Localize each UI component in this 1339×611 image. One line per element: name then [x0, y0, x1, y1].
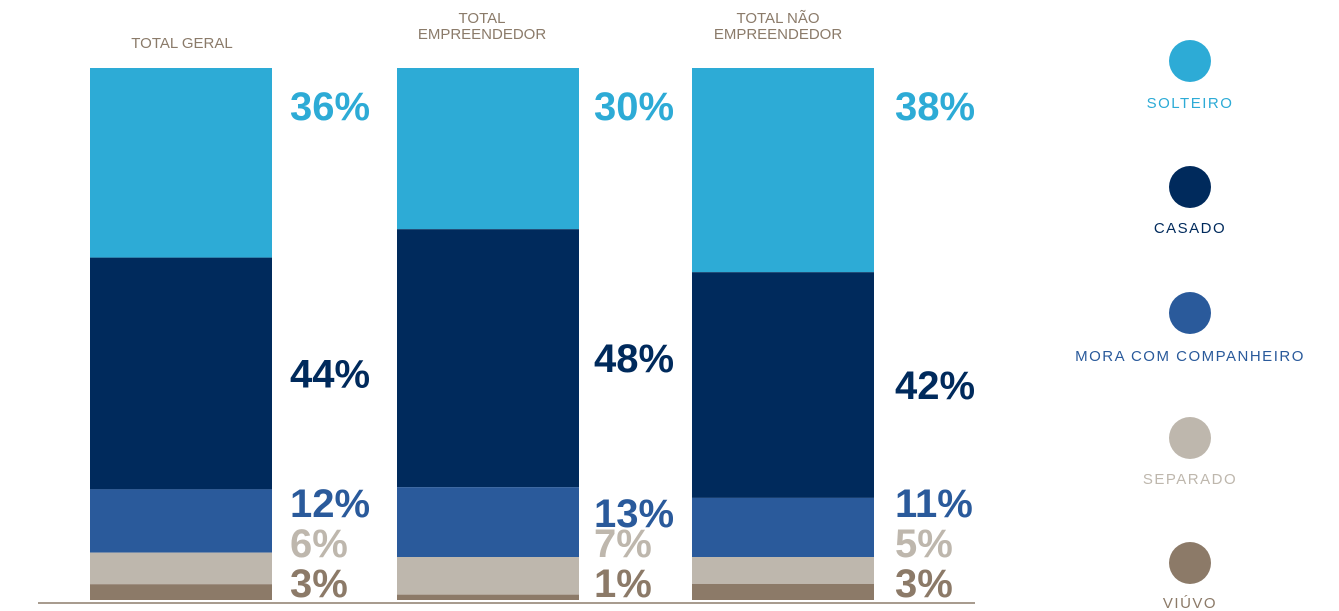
- bar-total-geral-mora-com-companheiro: [90, 489, 272, 553]
- legend-label-solteiro: SOLTEIRO: [1147, 95, 1234, 112]
- bar-total-empreendedor-viuvo: [397, 594, 579, 600]
- value-label-total-nao-empreendedor-viuvo: 3%: [895, 562, 953, 606]
- legend-swatch-casado: [1169, 166, 1211, 208]
- value-label-total-empreendedor-viuvo: 1%: [594, 562, 652, 606]
- value-label-total-empreendedor-mora-com-companheiro: 13%: [594, 492, 674, 536]
- legend-label-separado: SEPARADO: [1143, 471, 1237, 488]
- bar-total-empreendedor-mora-com-companheiro: [397, 487, 579, 558]
- legend-swatch-viuvo: [1169, 542, 1211, 584]
- category-label-total-nao-empreendedor: TOTAL NÃO EMPREENDEDOR: [714, 10, 843, 43]
- value-labels-group: 36%44%12%6%3%30%48%13%7%1%38%42%11%5%3%: [290, 85, 975, 606]
- legend: SOLTEIRO CASADO MORA COM COMPANHEIRO SEPARA…: [1075, 40, 1305, 611]
- bar-total-geral-separado: [90, 552, 272, 585]
- value-label-total-geral-mora-com-companheiro: 12%: [290, 482, 370, 526]
- bar-total-nao-empreendedor-casado: [692, 272, 874, 498]
- value-label-total-nao-empreendedor-solteiro: 38%: [895, 85, 975, 129]
- value-label-total-geral-separado: 6%: [290, 522, 348, 566]
- value-label-total-empreendedor-solteiro: 30%: [594, 85, 674, 129]
- value-label-total-nao-empreendedor-casado: 42%: [895, 364, 975, 408]
- legend-label-casado: CASADO: [1154, 220, 1226, 237]
- legend-label-mora-com-companheiro: MORA COM COMPANHEIRO: [1075, 348, 1305, 365]
- bar-total-nao-empreendedor-solteiro: [692, 68, 874, 273]
- value-label-total-nao-empreendedor-separado: 5%: [895, 522, 953, 566]
- legend-swatch-separado: [1169, 417, 1211, 459]
- bar-total-geral-viuvo: [90, 584, 272, 600]
- bars-group: [90, 68, 874, 600]
- value-label-total-nao-empreendedor-mora-com-companheiro: 11%: [895, 482, 973, 526]
- bar-total-empreendedor-casado: [397, 229, 579, 488]
- category-labels-group: TOTAL GERAL TOTAL EMPREENDEDOR TOTAL NÃO EMP…: [131, 10, 842, 52]
- bar-total-empreendedor-separado: [397, 557, 579, 595]
- legend-swatch-mora-com-companheiro: [1169, 292, 1211, 334]
- value-label-total-empreendedor-separado: 7%: [594, 522, 652, 566]
- value-label-total-geral-solteiro: 36%: [290, 85, 370, 129]
- value-label-total-geral-viuvo: 3%: [290, 562, 348, 606]
- value-label-total-geral-casado: 44%: [290, 353, 370, 397]
- value-label-total-empreendedor-casado: 48%: [594, 337, 674, 381]
- legend-label-viuvo: VIÚVO: [1163, 595, 1217, 611]
- bar-total-empreendedor-solteiro: [397, 68, 579, 230]
- bar-total-geral-casado: [90, 257, 272, 490]
- category-label-total-empreendedor: TOTAL EMPREENDEDOR: [418, 10, 547, 43]
- legend-swatch-solteiro: [1169, 40, 1211, 82]
- category-label-total-geral: TOTAL GERAL: [131, 35, 232, 52]
- bar-total-nao-empreendedor-mora-com-companheiro: [692, 497, 874, 558]
- bar-total-nao-empreendedor-separado: [692, 557, 874, 584]
- bar-total-nao-empreendedor-viuvo: [692, 583, 874, 600]
- bar-total-geral-solteiro: [90, 68, 272, 258]
